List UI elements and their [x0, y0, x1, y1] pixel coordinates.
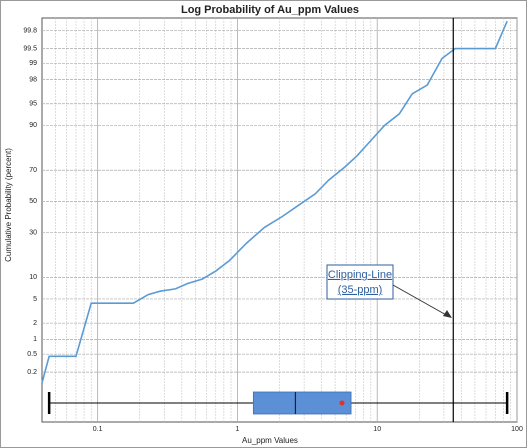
- y-tick-label: 30: [29, 229, 37, 236]
- y-tick-label: 70: [29, 167, 37, 174]
- y-axis-label: Cumulative Probability (percent): [4, 148, 13, 262]
- y-tick-label: 99.8: [23, 27, 37, 34]
- x-tick-label: 0.1: [93, 426, 103, 433]
- chart-title: Log Probability of Au_ppm Values: [181, 4, 359, 16]
- annotation-box: [326, 264, 394, 300]
- arrow-head: [443, 310, 452, 318]
- y-tick-label: 1: [33, 336, 37, 343]
- annotation-text: (35-ppm): [338, 284, 383, 296]
- annotation-text: Clipping-Line: [328, 269, 392, 281]
- y-tick-label: 99: [29, 60, 37, 67]
- x-tick-label: 1: [235, 426, 239, 433]
- data-line: [41, 20, 508, 384]
- annotation-arrow: [392, 284, 449, 317]
- x-tick-label: 100: [511, 426, 523, 433]
- y-tick-label: 90: [29, 122, 37, 129]
- y-tick-label: 0.2: [27, 369, 37, 376]
- y-tick-label: 95: [29, 101, 37, 108]
- y-tick-label: 10: [29, 274, 37, 281]
- mean-dot: [339, 400, 345, 406]
- x-axis-label: Au_ppm Values: [242, 436, 298, 445]
- y-tick-label: 0.5: [27, 351, 37, 358]
- y-tick-label: 98: [29, 76, 37, 83]
- y-tick-label: 2: [33, 320, 37, 327]
- y-tick-label: 99.5: [23, 45, 37, 52]
- box: [252, 391, 352, 415]
- y-tick-label: 5: [33, 296, 37, 303]
- x-tick-label: 10: [373, 426, 381, 433]
- y-tick-label: 50: [29, 198, 37, 205]
